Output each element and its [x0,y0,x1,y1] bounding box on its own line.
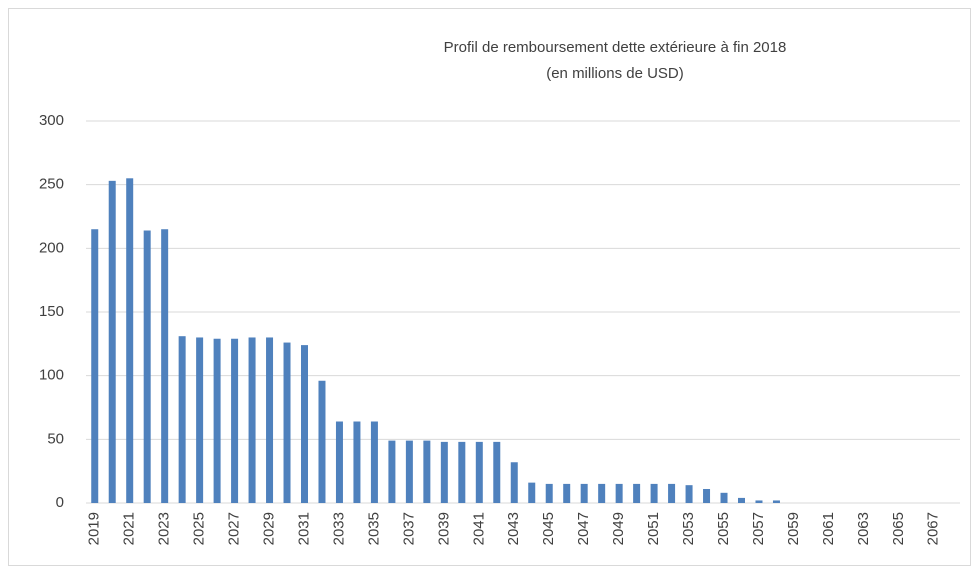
y-tick-label: 150 [39,303,64,320]
bar [545,483,553,503]
x-tick-label: 2033 [330,512,347,545]
chart-subtitle: (en millions de USD) [546,65,684,82]
x-tick-label: 2043 [505,512,522,545]
x-tick-label: 2067 [925,512,942,545]
x-tick-label: 2019 [86,512,103,545]
x-tick-label: 2059 [785,512,802,545]
bar [772,500,780,503]
bar [248,337,256,503]
bar [650,483,658,503]
bar [475,441,483,503]
x-tick-label: 2039 [435,512,452,545]
bar [510,462,518,503]
bar [213,338,221,503]
bar [231,338,239,503]
y-tick-label: 300 [39,112,64,129]
bar [493,441,501,503]
bar [126,178,134,504]
bar [370,421,378,503]
bar [685,485,693,503]
bar [353,421,361,503]
y-tick-label: 0 [56,494,64,511]
bar [720,492,728,503]
bar [633,483,641,503]
x-tick-label: 2053 [680,512,697,545]
x-tick-label: 2049 [610,512,627,545]
bar [161,229,169,503]
bar [301,345,308,503]
x-tick-label: 2025 [191,512,208,545]
bar [178,336,186,503]
bar [528,482,536,503]
x-tick-label: 2029 [261,512,278,545]
x-tick-label: 2023 [156,512,173,545]
x-tick-label: 2051 [645,512,662,545]
bar [563,483,571,503]
bar [458,441,466,503]
x-tick-label: 2045 [540,512,557,545]
y-tick-label: 200 [39,239,64,256]
bar [318,380,326,503]
bar [440,441,448,503]
bar [423,440,431,503]
bar [598,483,606,503]
bar [143,230,151,504]
bar [615,483,623,503]
bar [91,229,99,503]
x-tick-label: 2055 [715,512,732,545]
bar [335,421,343,503]
x-tick-label: 2061 [820,512,837,545]
x-tick-label: 2021 [121,512,138,545]
bar [703,488,711,503]
x-tick-label: 2065 [890,512,907,545]
bar [755,500,763,503]
y-tick-label: 250 [39,176,64,193]
x-tick-label: 2035 [365,512,382,545]
bar [266,337,274,503]
x-tick-label: 2027 [226,512,243,545]
x-tick-label: 2037 [400,512,417,545]
bar [580,483,588,503]
y-tick-label: 50 [47,430,64,447]
bar [405,440,413,503]
bar [108,180,116,503]
bar [388,440,396,503]
y-tick-label: 100 [39,367,64,384]
bar [738,497,745,503]
x-tick-label: 2031 [295,512,312,545]
bar [196,337,204,503]
x-tick-label: 2041 [470,512,487,545]
x-tick-label: 2057 [750,512,767,545]
x-tick-label: 2047 [575,512,592,545]
x-tick-label: 2063 [855,512,872,545]
chart-border [8,8,971,566]
bar [283,342,291,503]
chart-title: Profil de remboursement dette extérieure… [444,39,787,56]
bar [668,483,676,503]
